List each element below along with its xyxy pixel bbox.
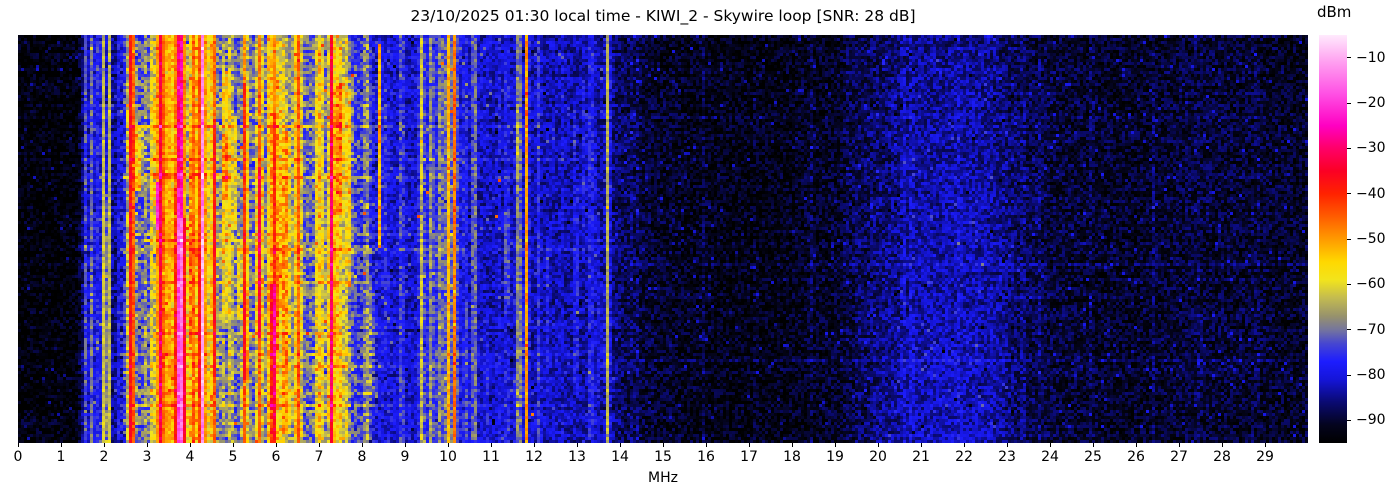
x-tick-label: 29 bbox=[1247, 449, 1283, 465]
x-tick-label: 11 bbox=[473, 449, 509, 465]
x-tick-label: 28 bbox=[1204, 449, 1240, 465]
x-tick-label: 2 bbox=[86, 449, 122, 465]
colorbar-tick-label: −20 bbox=[1356, 95, 1386, 111]
colorbar-tick bbox=[1347, 239, 1351, 240]
x-tick-label: 14 bbox=[602, 449, 638, 465]
x-tick bbox=[319, 443, 320, 447]
colorbar-tick bbox=[1347, 375, 1351, 376]
x-tick bbox=[1093, 443, 1094, 447]
x-tick bbox=[835, 443, 836, 447]
x-tick bbox=[61, 443, 62, 447]
x-tick-label: 3 bbox=[129, 449, 165, 465]
x-tick-label: 25 bbox=[1075, 449, 1111, 465]
x-tick-label: 19 bbox=[817, 449, 853, 465]
x-tick bbox=[706, 443, 707, 447]
x-tick bbox=[1050, 443, 1051, 447]
colorbar-tick-label: −30 bbox=[1356, 140, 1386, 156]
chart-title: 23/10/2025 01:30 local time - KIWI_2 - S… bbox=[18, 6, 1308, 26]
x-tick-label: 24 bbox=[1032, 449, 1068, 465]
colorbar-tick bbox=[1347, 284, 1351, 285]
x-tick bbox=[1136, 443, 1137, 447]
colorbar-title: dBm bbox=[1317, 3, 1351, 21]
spectrogram-canvas bbox=[18, 35, 1308, 443]
x-tick bbox=[276, 443, 277, 447]
x-tick bbox=[147, 443, 148, 447]
x-tick bbox=[534, 443, 535, 447]
x-tick bbox=[190, 443, 191, 447]
colorbar bbox=[1319, 35, 1347, 443]
x-tick-label: 9 bbox=[387, 449, 423, 465]
x-tick bbox=[448, 443, 449, 447]
x-tick-label: 17 bbox=[731, 449, 767, 465]
colorbar-tick-label: −10 bbox=[1356, 50, 1386, 66]
x-tick-label: 8 bbox=[344, 449, 380, 465]
x-tick bbox=[362, 443, 363, 447]
x-tick bbox=[792, 443, 793, 447]
colorbar-tick-area: −10 −20 −30 −40 −50 −60 −70 −80 −90 bbox=[1347, 35, 1397, 443]
x-tick-label: 23 bbox=[989, 449, 1025, 465]
colorbar-tick-label: −80 bbox=[1356, 367, 1386, 383]
x-tick bbox=[1179, 443, 1180, 447]
x-tick-label: 12 bbox=[516, 449, 552, 465]
x-tick-label: 4 bbox=[172, 449, 208, 465]
colorbar-tick bbox=[1347, 420, 1351, 421]
colorbar-tick-label: −40 bbox=[1356, 186, 1386, 202]
x-tick bbox=[1222, 443, 1223, 447]
colorbar-tick bbox=[1347, 193, 1351, 194]
x-tick-label: 0 bbox=[0, 449, 36, 465]
colorbar-gradient bbox=[1319, 35, 1347, 443]
x-tick-label: 21 bbox=[903, 449, 939, 465]
x-axis: 0123456789101112131415161718192021222324… bbox=[18, 443, 1308, 469]
x-tick-label: 5 bbox=[215, 449, 251, 465]
figure-root: 23/10/2025 01:30 local time - KIWI_2 - S… bbox=[0, 0, 1400, 500]
x-tick bbox=[577, 443, 578, 447]
x-tick-label: 15 bbox=[645, 449, 681, 465]
x-tick bbox=[620, 443, 621, 447]
colorbar-tick-label: −50 bbox=[1356, 231, 1386, 247]
x-axis-unit-label: MHz bbox=[18, 470, 1308, 486]
x-tick-label: 6 bbox=[258, 449, 294, 465]
x-tick-label: 7 bbox=[301, 449, 337, 465]
x-tick-label: 18 bbox=[774, 449, 810, 465]
x-tick bbox=[749, 443, 750, 447]
colorbar-tick-label: −90 bbox=[1356, 412, 1386, 428]
x-tick-label: 10 bbox=[430, 449, 466, 465]
colorbar-tick-label: −60 bbox=[1356, 276, 1386, 292]
x-tick-label: 16 bbox=[688, 449, 724, 465]
x-tick bbox=[233, 443, 234, 447]
colorbar-tick bbox=[1347, 103, 1351, 104]
x-tick-label: 26 bbox=[1118, 449, 1154, 465]
x-tick bbox=[104, 443, 105, 447]
x-tick bbox=[1007, 443, 1008, 447]
x-tick-label: 22 bbox=[946, 449, 982, 465]
x-tick-label: 27 bbox=[1161, 449, 1197, 465]
colorbar-tick bbox=[1347, 57, 1351, 58]
x-tick bbox=[878, 443, 879, 447]
x-tick bbox=[1265, 443, 1266, 447]
x-tick-label: 1 bbox=[43, 449, 79, 465]
colorbar-tick-label: −70 bbox=[1356, 322, 1386, 338]
x-tick-label: 20 bbox=[860, 449, 896, 465]
x-tick-label: 13 bbox=[559, 449, 595, 465]
x-tick bbox=[405, 443, 406, 447]
x-tick bbox=[921, 443, 922, 447]
x-tick bbox=[491, 443, 492, 447]
x-tick bbox=[18, 443, 19, 447]
x-tick bbox=[663, 443, 664, 447]
colorbar-tick bbox=[1347, 329, 1351, 330]
colorbar-tick bbox=[1347, 148, 1351, 149]
x-tick bbox=[964, 443, 965, 447]
